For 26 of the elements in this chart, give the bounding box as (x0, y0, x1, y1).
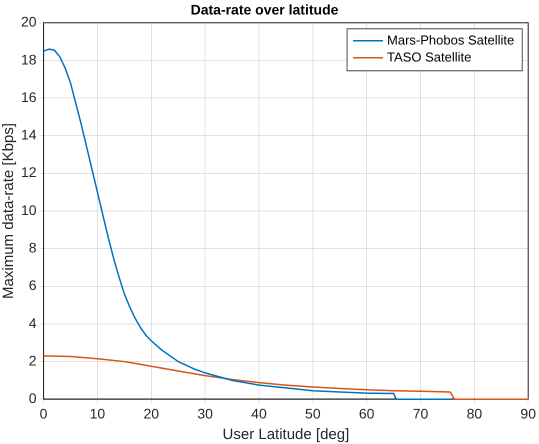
x-tick-label: 0 (40, 405, 48, 422)
x-axis-title: User Latitude [deg] (222, 426, 350, 444)
y-tick-label: 14 (20, 126, 37, 143)
x-tick-label: 90 (520, 405, 536, 422)
y-axis-title: Maximum data-rate [Kbps] (0, 123, 18, 299)
y-tick-label: 2 (28, 352, 37, 368)
y-tick-label: 6 (28, 277, 37, 294)
x-tick-label: 50 (305, 405, 321, 422)
y-tick-label: 16 (20, 88, 37, 105)
x-tick-label: 40 (251, 405, 267, 422)
x-tick-label: 60 (358, 405, 375, 422)
x-tick-label: 30 (197, 405, 214, 422)
y-tick-label: 4 (28, 314, 37, 331)
y-tick-label: 0 (28, 390, 37, 406)
y-tick-label: 12 (20, 164, 37, 180)
x-tick-label: 20 (143, 405, 160, 422)
y-tick-label: 8 (28, 240, 37, 256)
y-tick-label: 10 (20, 202, 37, 218)
x-tick-label: 10 (90, 405, 106, 422)
x-tick-label: 80 (466, 405, 482, 422)
chart-title: Data-rate over latitude (190, 1, 339, 18)
y-tick-label: 18 (20, 51, 37, 68)
legend-label: TASO Satellite (387, 49, 472, 64)
y-tick-label: 20 (20, 14, 37, 30)
legend-label: Mars-Phobos Satellite (387, 32, 514, 48)
x-tick-label: 70 (412, 405, 429, 422)
